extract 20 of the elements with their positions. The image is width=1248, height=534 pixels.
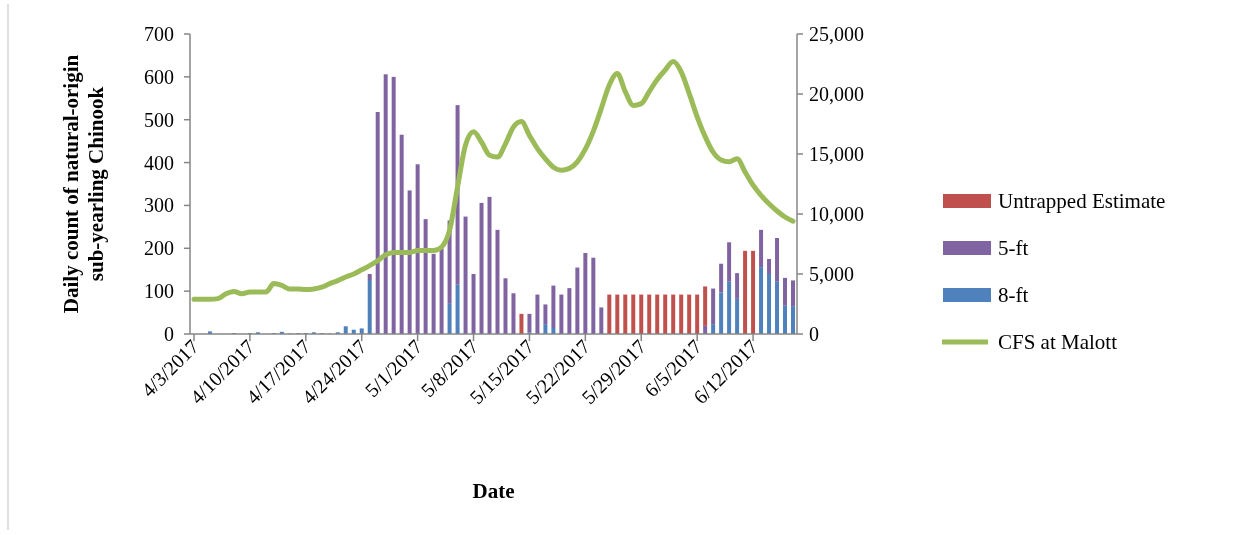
y-tick-label: 700 [144,23,174,45]
y-axis-title: Daily count of natural-origin sub-yearling Chinook [59,54,108,314]
y2-tick-label: 10,000 [809,203,864,225]
legend-label: 5-ft [998,236,1029,261]
legend-label: 8-ft [998,283,1029,308]
y2-tick-label: 25,000 [809,23,864,45]
y-tick-label: 0 [164,323,174,345]
y2-tick-label: 5,000 [809,263,854,285]
legend-label: CFS at Malott [998,330,1118,355]
y-tick-label: 600 [144,65,174,88]
x-axis-title: Date [472,479,515,503]
y2-tick-label: 0 [809,323,819,345]
legend-label: Untrapped Estimate [998,189,1166,214]
y-tick-label: 300 [144,194,174,217]
y2-tick-label: 20,000 [809,83,864,105]
y-tick-label: 500 [144,108,174,131]
y2-tick-label: 15,000 [809,143,864,165]
y-tick-label: 100 [144,280,174,303]
y-tick-label: 200 [144,237,174,260]
y-tick-label: 400 [144,151,174,174]
